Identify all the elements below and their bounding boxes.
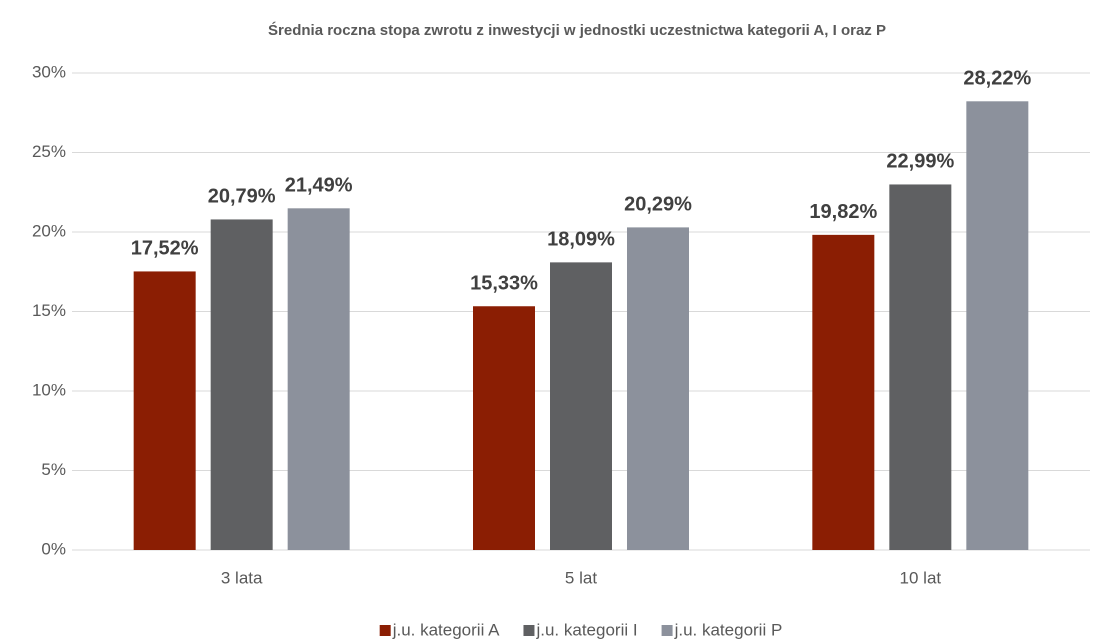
value-label: 18,09%: [547, 229, 615, 251]
bar: [889, 184, 952, 551]
value-label: 28,22%: [963, 68, 1031, 90]
legend-label: j.u. kategorii P: [674, 620, 783, 639]
bar: [287, 208, 350, 550]
value-label: 21,49%: [285, 175, 353, 197]
value-label: 20,79%: [208, 186, 276, 208]
y-tick-label: 10%: [32, 380, 66, 399]
value-label: 19,82%: [809, 201, 877, 223]
x-tick-label: 3 lata: [221, 568, 263, 587]
value-label: 20,29%: [624, 194, 692, 216]
y-tick-label: 5%: [41, 460, 66, 479]
x-tick-label: 10 lat: [900, 568, 942, 587]
bar: [966, 101, 1029, 550]
y-tick-label: 15%: [32, 301, 66, 320]
legend-label: j.u. kategorii I: [535, 620, 637, 639]
y-tick-label: 25%: [32, 142, 66, 161]
legend-swatch: [661, 625, 673, 636]
legend-swatch: [523, 625, 535, 636]
value-label: 22,99%: [886, 151, 954, 173]
bar: [812, 234, 875, 550]
value-label: 17,52%: [131, 238, 199, 260]
value-label: 15,33%: [470, 273, 538, 295]
legend-label: j.u. kategorii A: [392, 620, 500, 639]
bar: [627, 227, 689, 550]
chart-title: Średnia roczna stopa zwrotu z inwestycji…: [268, 21, 886, 39]
legend-swatch: [379, 625, 391, 636]
y-tick-label: 30%: [32, 62, 66, 81]
legend: j.u. kategorii A j.u. kategorii I j.u. kat…: [379, 620, 783, 639]
bar: [473, 306, 535, 550]
bar: [550, 262, 612, 550]
x-tick-label: 5 lat: [565, 568, 597, 587]
y-tick-label: 20%: [32, 221, 66, 240]
bar: [133, 271, 196, 550]
bar: [210, 219, 273, 550]
y-tick-label: 0%: [41, 539, 66, 558]
